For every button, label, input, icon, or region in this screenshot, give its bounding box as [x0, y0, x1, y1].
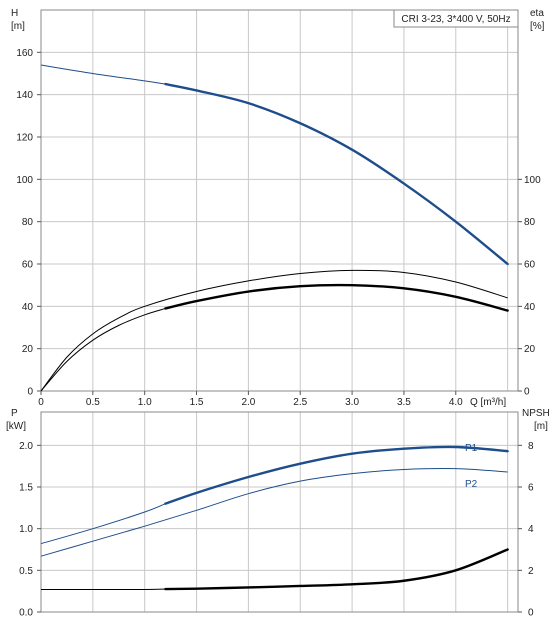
bottom-ytick-label-right: 8 — [528, 441, 534, 452]
top-ytick-label-left: 160 — [16, 48, 33, 59]
top-xtick-label: 2.0 — [241, 397, 255, 408]
bottom-ytick-label-left: 2.0 — [19, 441, 33, 452]
top-ytick-label-left: 120 — [16, 133, 33, 144]
top-xtick-label: 0.5 — [86, 397, 100, 408]
top-xtick-label: 0 — [38, 397, 44, 408]
top-ytick-label-right: 80 — [524, 217, 536, 228]
top-xtick-label: 2.5 — [293, 397, 307, 408]
bottom-ylabel-right-line2: [m] — [534, 421, 548, 432]
top-xtick-label: 4.0 — [449, 397, 463, 408]
top-ytick-label-left: 60 — [22, 260, 34, 271]
chart-title: CRI 3-23, 3*400 V, 50Hz — [401, 14, 510, 25]
top-xtick-label: 1.0 — [138, 397, 152, 408]
bottom-ytick-label-right: 2 — [528, 566, 534, 577]
top-xtick-label: 3.0 — [345, 397, 359, 408]
bottom-ytick-label-left: 0.5 — [19, 566, 33, 577]
legend-p2: P2 — [465, 479, 478, 490]
top-ytick-label-left: 20 — [22, 344, 34, 355]
legend-p1: P1 — [465, 443, 478, 454]
top-ylabel-left-line1: H — [11, 8, 18, 19]
top-ytick-label-right: 20 — [524, 344, 536, 355]
top-ytick-label-left: 40 — [22, 302, 34, 313]
bottom-ytick-label-right: 6 — [528, 483, 534, 494]
top-ylabel-right-line2: [%] — [530, 21, 545, 32]
top-xtick-label: 3.5 — [397, 397, 411, 408]
top-ytick-label-left: 100 — [16, 175, 33, 186]
top-ytick-label-right: 40 — [524, 302, 536, 313]
top-ylabel-left-line2: [m] — [11, 21, 25, 32]
top-ytick-label-left: 140 — [16, 90, 33, 101]
bottom-ytick-label-left: 1.0 — [19, 524, 33, 535]
top-xtick-label: 1.5 — [190, 397, 204, 408]
top-ylabel-right-line1: eta — [530, 8, 544, 19]
top-ytick-label-right: 0 — [524, 387, 530, 398]
bottom-ytick-label-left: 0.0 — [19, 608, 33, 619]
top-ytick-label-right: 60 — [524, 260, 536, 271]
bottom-ytick-label-right: 4 — [528, 524, 534, 535]
bottom-ytick-label-left: 1.5 — [19, 483, 33, 494]
bottom-ylabel-right-line1: NPSH — [522, 408, 550, 419]
bottom-ylabel-left-line2: [kW] — [6, 421, 26, 432]
top-ytick-label-left: 80 — [22, 217, 34, 228]
bottom-ytick-label-right: 0 — [528, 608, 534, 619]
top-xlabel: Q [m³/h] — [470, 397, 506, 408]
bottom-ylabel-left-line1: P — [11, 408, 18, 419]
top-ytick-label-right: 100 — [524, 175, 541, 186]
top-ytick-label-left: 0 — [27, 387, 33, 398]
